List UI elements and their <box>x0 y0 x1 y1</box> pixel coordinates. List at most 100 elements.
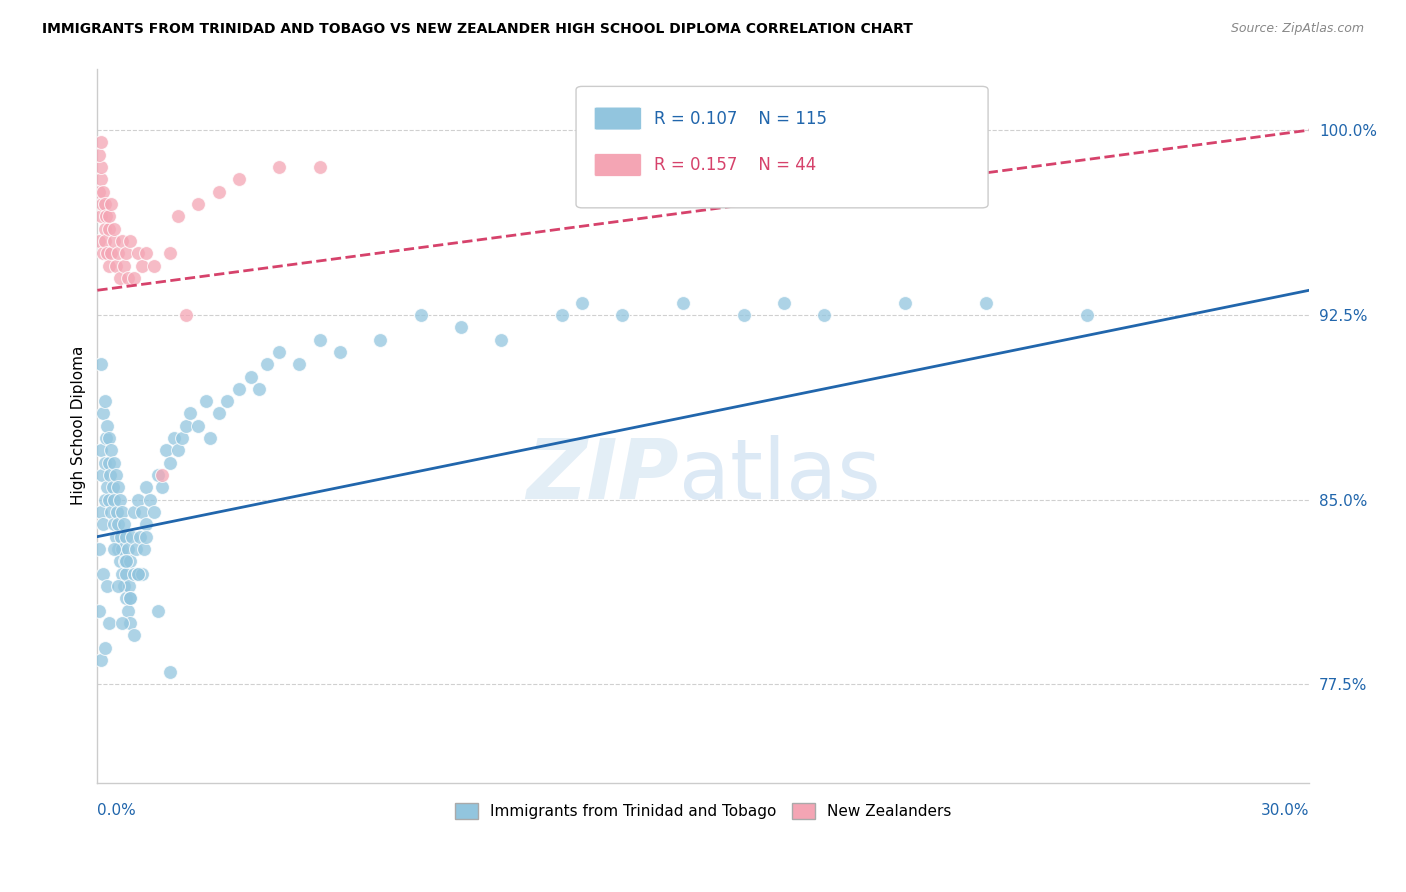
Point <box>110 234 132 248</box>
Point <box>110 566 132 581</box>
Point <box>207 185 229 199</box>
Point <box>90 357 112 371</box>
Point <box>894 295 917 310</box>
Point <box>114 554 136 568</box>
Point <box>93 221 115 235</box>
Point <box>90 505 112 519</box>
Point <box>118 615 141 630</box>
Point <box>107 246 129 260</box>
Point <box>127 566 149 581</box>
Point <box>108 271 131 285</box>
Point <box>172 431 194 445</box>
Point <box>368 333 391 347</box>
Point <box>98 492 121 507</box>
Point <box>551 308 574 322</box>
Text: R = 0.107    N = 115: R = 0.107 N = 115 <box>654 110 827 128</box>
Point <box>159 665 181 680</box>
Point <box>98 259 121 273</box>
Point <box>110 615 132 630</box>
Point <box>100 246 122 260</box>
Point <box>101 480 124 494</box>
Text: IMMIGRANTS FROM TRINIDAD AND TOBAGO VS NEW ZEALANDER HIGH SCHOOL DIPLOMA CORRELA: IMMIGRANTS FROM TRINIDAD AND TOBAGO VS N… <box>42 22 912 37</box>
Point <box>89 234 111 248</box>
Point <box>90 653 112 667</box>
Point <box>127 566 149 581</box>
Point <box>93 246 115 260</box>
Point <box>118 554 141 568</box>
Point <box>112 579 135 593</box>
Point <box>308 160 330 174</box>
Point <box>187 197 209 211</box>
Point <box>114 591 136 606</box>
Point <box>974 295 997 310</box>
Point <box>91 197 114 211</box>
Text: 0.0%: 0.0% <box>97 803 136 818</box>
Point <box>179 407 201 421</box>
Text: atlas: atlas <box>679 435 880 516</box>
Point <box>93 456 115 470</box>
Point <box>733 308 755 322</box>
Point <box>103 234 125 248</box>
Point <box>96 210 118 224</box>
Point <box>167 443 190 458</box>
Point <box>98 615 121 630</box>
Point <box>93 566 115 581</box>
Point <box>122 566 145 581</box>
FancyBboxPatch shape <box>576 87 988 208</box>
Point <box>247 382 270 396</box>
Point <box>94 197 117 211</box>
Point <box>135 246 157 260</box>
Point <box>409 308 432 322</box>
Point <box>450 320 472 334</box>
Point <box>100 443 122 458</box>
Point <box>612 308 634 322</box>
Point <box>142 259 165 273</box>
Point <box>150 480 173 494</box>
Point <box>90 210 112 224</box>
Point <box>146 603 169 617</box>
Point <box>100 505 122 519</box>
Point <box>159 246 181 260</box>
Point <box>107 517 129 532</box>
Point <box>104 259 127 273</box>
Point <box>773 295 796 310</box>
Point <box>120 591 142 606</box>
Point <box>112 259 135 273</box>
Point <box>215 394 238 409</box>
Point <box>96 480 118 494</box>
Point <box>96 431 118 445</box>
Point <box>89 541 111 556</box>
Point <box>97 456 120 470</box>
Point <box>105 505 128 519</box>
Point <box>103 517 125 532</box>
Point <box>100 197 122 211</box>
Point <box>89 147 111 161</box>
Point <box>91 468 114 483</box>
Point <box>110 505 132 519</box>
Point <box>207 407 229 421</box>
Point <box>108 492 131 507</box>
Point <box>96 579 118 593</box>
Point <box>167 210 190 224</box>
Point <box>93 185 115 199</box>
Point <box>107 541 129 556</box>
Point <box>131 259 153 273</box>
Point <box>228 172 250 186</box>
Point <box>103 541 125 556</box>
Point <box>94 394 117 409</box>
Point <box>174 308 197 322</box>
FancyBboxPatch shape <box>595 107 641 130</box>
Text: Source: ZipAtlas.com: Source: ZipAtlas.com <box>1230 22 1364 36</box>
Point <box>103 221 125 235</box>
Point <box>135 480 157 494</box>
Point <box>89 603 111 617</box>
Point <box>94 640 117 655</box>
Point <box>127 492 149 507</box>
Point <box>108 554 131 568</box>
Point <box>93 517 115 532</box>
Point <box>117 271 139 285</box>
Point <box>121 530 143 544</box>
Point <box>228 382 250 396</box>
Point <box>329 344 352 359</box>
Point <box>90 136 112 150</box>
